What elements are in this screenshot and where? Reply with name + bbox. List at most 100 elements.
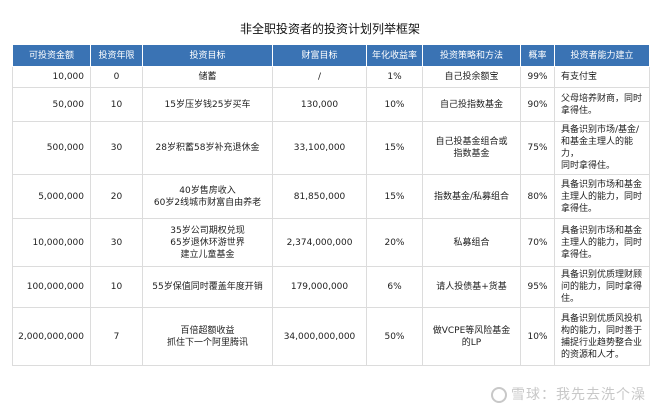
- ability-cell-line: 的资源和人才。: [561, 349, 625, 360]
- table-row: 50,000 10 15岁压岁钱25岁买车 130,000 10% 自己投指数基金 90% 父…: [12, 87, 650, 122]
- amount-cell: 10,000: [12, 66, 91, 88]
- header-cell: 财富目标: [272, 44, 367, 67]
- ability-cell-line: 构的能力，同时善于: [561, 325, 643, 336]
- header-cell: 年化收益率: [366, 44, 423, 67]
- goal-cell-line: 65岁退休环游世界: [170, 237, 245, 248]
- strategy-cell-line: 做VCPE等风险基金: [432, 325, 511, 336]
- strategy-cell-line: 自己投基金组合或: [435, 137, 508, 147]
- ability-cell-line: 主理人的能力，同时: [561, 191, 643, 202]
- goal-cell: 28岁积蓄58岁补充退休金: [142, 121, 273, 175]
- goal-cell-line: 建立儿童基金: [180, 249, 235, 260]
- ability-cell: 具备识别市场和基金 主理人的能力，同时 拿得住。: [554, 174, 650, 219]
- years-cell: 30: [90, 121, 143, 175]
- goal-cell: 15岁压岁钱25岁买车: [142, 87, 273, 122]
- probability-cell: 70%: [520, 218, 555, 267]
- watermark-text: 雪球：我先去洗个澡: [511, 387, 646, 403]
- table-row: 2,000,000,000 7 百倍超额收益 抓住下一个阿里腾讯 34,000,000,…: [12, 307, 650, 366]
- strategy-cell: 私募组合: [422, 218, 521, 267]
- ability-cell-line: 同时拿得住。: [561, 161, 616, 171]
- amount-cell: 5,000,000: [12, 174, 91, 219]
- xueqiu-logo-icon: [491, 387, 507, 403]
- goal-cell-line: 28岁积蓄58岁补充退休金: [155, 143, 260, 153]
- goal-cell-line: 储蓄: [198, 72, 217, 82]
- strategy-cell-line: 的LP: [461, 337, 482, 348]
- goal-cell: 百倍超额收益 抓住下一个阿里腾讯: [142, 307, 273, 366]
- goal-cell: 35岁公司期权兑现 65岁退休环游世界 建立儿童基金: [142, 218, 273, 267]
- strategy-cell-line: 指数基金/私募组合: [433, 191, 510, 202]
- ability-cell-line: 具备识别优质风投机: [561, 313, 643, 324]
- goal-cell-line: 15岁压岁钱25岁买车: [164, 99, 251, 110]
- goal-cell: 55岁保值同时覆盖年度开销: [142, 266, 273, 308]
- strategy-cell: 指数基金/私募组合: [422, 174, 521, 219]
- amount-cell: 2,000,000,000: [12, 307, 91, 366]
- wealth-cell: 130,000: [272, 87, 367, 122]
- goal-cell-line: 35岁公司期权兑现: [170, 225, 245, 236]
- ability-cell: 具备识别市场/基金/和基金主理人的能力， 同时拿得住。: [554, 121, 650, 175]
- ability-cell-line: 父母培养财商，同时: [561, 93, 643, 104]
- table-body: 10,000 0 储蓄/1% 自己投余额宝 99% 有支付宝 50,000 10 15岁压岁钱2…: [12, 66, 650, 366]
- rate-cell: 1%: [366, 66, 423, 88]
- probability-cell: 90%: [520, 87, 555, 122]
- header-cell: 可投资金额: [12, 44, 91, 67]
- amount-cell: 100,000,000: [12, 266, 91, 308]
- wealth-cell: 34,000,000,000: [272, 307, 367, 366]
- rate-cell: 20%: [366, 218, 423, 267]
- page-title: 非全职投资者的投资计划列举框架: [239, 22, 420, 36]
- amount-cell: 50,000: [12, 87, 91, 122]
- table-row: 10,000,000 30 35岁公司期权兑现 65岁退休环游世界 建立儿童基金 2,37…: [12, 218, 650, 267]
- ability-cell-line: 具备识别市场/基金/: [561, 125, 640, 135]
- ability-cell: 具备识别优质风投机 构的能力，同时善于 捕捉行业趋势整合业 的资源和人才。: [554, 307, 650, 366]
- goal-cell-line: 抓住下一个阿里腾讯: [166, 337, 248, 348]
- strategy-cell: 自己投指数基金: [422, 87, 521, 122]
- ability-cell: 具备识别优质理财顾 问的能力，同时拿得 住。: [554, 266, 650, 308]
- strategy-cell: 自己投余额宝: [422, 66, 521, 88]
- years-cell: 7: [90, 307, 143, 366]
- investment-plan-table: 可投资金额 投资年限 投资目标 财富目标 年化收益率 投资策略和方法 概率 投资…: [12, 44, 650, 366]
- goal-cell: 40岁售房收入 60岁2线城市财富自由养老: [142, 174, 273, 219]
- goal-cell-line: 百倍超额收益: [180, 325, 235, 336]
- ability-cell: 具备识别市场和基金 主理人的能力，同时 拿得住。: [554, 218, 650, 267]
- wealth-cell: 33,100,000: [272, 121, 367, 175]
- years-cell: 0: [90, 66, 143, 88]
- table-row: 10,000 0 储蓄 /1% 自己投余额宝 99% 有支付宝: [12, 66, 650, 88]
- ability-cell-line: 问的能力，同时拿得: [561, 282, 643, 292]
- goal-cell-line: 55岁保值同时覆盖年度开销: [152, 282, 263, 292]
- watermark: 雪球：我先去洗个澡: [491, 384, 646, 404]
- header-cell: 概率: [520, 44, 555, 67]
- ability-cell-line: 和基金主理人的能力，: [561, 137, 634, 159]
- table-row: 5,000,000 20 40岁售房收入 60岁2线城市财富自由养老 81,850,00…: [12, 174, 650, 219]
- ability-cell: 父母培养财商，同时 拿得住。: [554, 87, 650, 122]
- ability-cell-line: 住。: [561, 294, 580, 304]
- years-cell: 10: [90, 266, 143, 308]
- wealth-cell: 2,374,000,000: [272, 218, 367, 267]
- header-cell: 投资目标: [142, 44, 273, 67]
- ability-cell-line: 具备识别市场和基金: [561, 225, 643, 236]
- strategy-cell: 自己投基金组合或 指数基金: [422, 121, 521, 175]
- probability-cell: 95%: [520, 266, 555, 308]
- rate-cell: 10%: [366, 87, 423, 122]
- strategy-cell-line: 私募组合: [453, 237, 490, 248]
- years-cell: 20: [90, 174, 143, 219]
- years-cell: 10: [90, 87, 143, 122]
- years-cell: 30: [90, 218, 143, 267]
- table-header-row: 可投资金额 投资年限 投资目标 财富目标 年化收益率 投资策略和方法 概率 投资…: [12, 44, 650, 67]
- goal-cell: 储蓄: [142, 66, 273, 88]
- table-row: 100,000,000 10 55岁保值同时覆盖年度开销 179,000,000 6% 请…: [12, 266, 650, 308]
- goal-cell-line: 60岁2线城市财富自由养老: [153, 197, 262, 208]
- goal-cell-line: 40岁售房收入: [179, 185, 236, 196]
- probability-cell: 99%: [520, 66, 555, 88]
- strategy-cell: 做VCPE等风险基金 的LP: [422, 307, 521, 366]
- amount-cell: 500,000: [12, 121, 91, 175]
- rate-cell: 15%: [366, 121, 423, 175]
- ability-cell-line: 具备识别优质理财顾: [561, 270, 643, 280]
- header-cell: 投资策略和方法: [422, 44, 521, 67]
- ability-cell-line: 有支付宝: [561, 72, 598, 82]
- strategy-cell-line: 自己投余额宝: [444, 72, 499, 82]
- strategy-cell: 请人投债基+货基: [422, 266, 521, 308]
- wealth-cell: /: [272, 66, 367, 88]
- wealth-cell: 179,000,000: [272, 266, 367, 308]
- probability-cell: 10%: [520, 307, 555, 366]
- table-row: 500,000 30 28岁积蓄58岁补充退休金 33,100,000 15% 自己投基金…: [12, 121, 650, 175]
- strategy-cell-line: 请人投债基+货基: [436, 282, 507, 292]
- ability-cell-line: 主理人的能力，同时: [561, 237, 643, 248]
